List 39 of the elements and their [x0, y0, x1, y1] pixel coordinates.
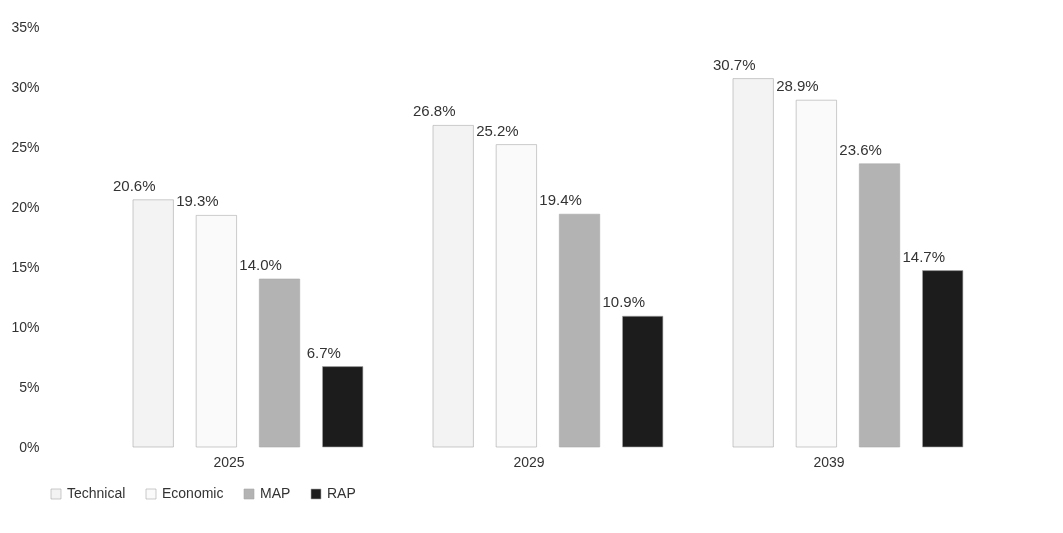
bar — [259, 278, 301, 448]
y-tick-label: 0% — [19, 438, 40, 455]
legend-label: Economic — [162, 485, 224, 501]
bar — [195, 215, 237, 448]
x-tick-label: 2039 — [813, 453, 845, 470]
data-label: 19.3% — [176, 192, 219, 210]
data-label: 10.9% — [602, 293, 646, 311]
y-tick-label: 25% — [11, 138, 40, 155]
x-tick-label: 2025 — [213, 453, 245, 470]
legend-label: RAP — [327, 485, 356, 501]
data-label: 25.2% — [476, 121, 519, 139]
bar — [432, 125, 474, 448]
data-label: 6.7% — [306, 343, 341, 361]
y-tick-label: 20% — [11, 198, 40, 215]
y-tick-label: 15% — [11, 258, 40, 275]
bar — [495, 144, 537, 448]
y-tick-label: 10% — [11, 318, 40, 335]
data-label: 19.4% — [539, 191, 582, 209]
bar — [132, 199, 174, 448]
data-label: 14.0% — [239, 256, 282, 273]
y-tick-label: 35% — [11, 18, 40, 35]
data-label: 20.6% — [112, 176, 156, 194]
y-tick-label: 30% — [11, 78, 40, 95]
bar — [732, 78, 774, 448]
bar — [559, 213, 601, 448]
legend-label: MAP — [260, 485, 291, 501]
x-tick-label: 2029 — [513, 453, 545, 470]
bar — [795, 99, 837, 448]
data-label: 14.7% — [902, 247, 946, 265]
bar — [922, 270, 964, 448]
data-label: 26.8% — [412, 102, 456, 120]
legend-label: Technical — [67, 485, 126, 501]
data-label: 30.7% — [712, 55, 756, 73]
bar — [322, 366, 364, 448]
bar — [859, 163, 901, 448]
bar — [622, 315, 664, 448]
data-label: 23.6% — [839, 140, 882, 158]
y-tick-label: 5% — [19, 378, 40, 395]
data-label: 28.9% — [776, 77, 819, 95]
